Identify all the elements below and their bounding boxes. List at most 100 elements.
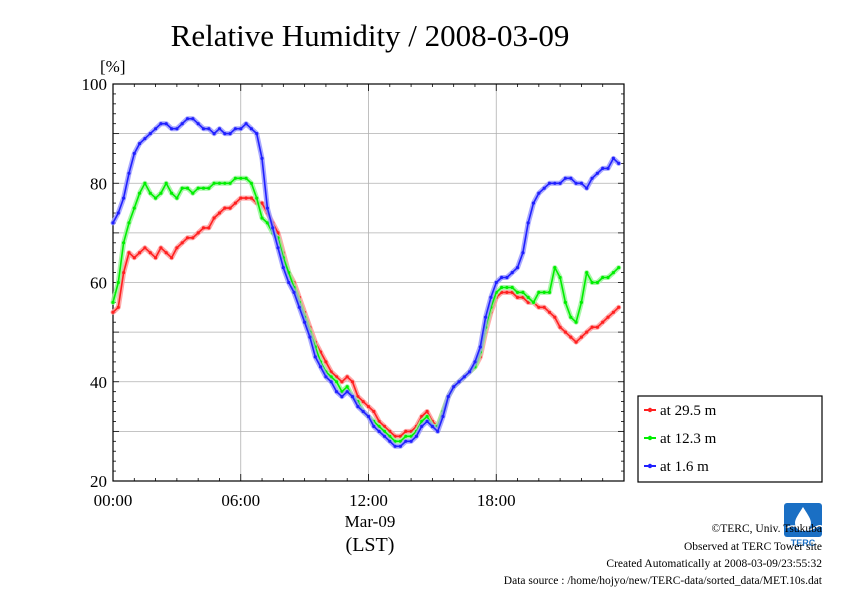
data-point <box>574 181 578 185</box>
legend-item-1: at 12.3 m <box>644 431 717 447</box>
data-point <box>377 419 381 423</box>
data-point <box>340 380 344 384</box>
data-point <box>185 117 190 121</box>
data-point <box>185 236 190 240</box>
data-point <box>127 221 131 225</box>
water-drop-icon <box>795 507 811 531</box>
data-point <box>159 191 163 195</box>
data-point <box>515 266 520 270</box>
data-point <box>393 434 397 438</box>
data-point <box>500 275 504 280</box>
data-point <box>505 275 509 280</box>
data-point <box>574 320 578 324</box>
data-point <box>223 206 227 210</box>
data-point <box>148 191 152 195</box>
data-point <box>425 409 429 414</box>
x-date-label: Mar-09 <box>345 512 396 531</box>
data-point <box>244 176 248 180</box>
data-point <box>404 439 408 443</box>
data-point <box>175 127 179 131</box>
legend-item-2: at 1.6 m <box>644 459 709 475</box>
data-point <box>217 211 222 215</box>
legend-box <box>637 395 823 483</box>
series-halo <box>110 195 622 439</box>
legend-item-0: at 29.5 m <box>644 403 717 419</box>
data-point <box>345 390 349 394</box>
data-point <box>249 181 253 185</box>
data-point <box>281 266 285 270</box>
data-point <box>138 191 142 195</box>
data-point <box>175 196 179 200</box>
x-tick-label: 18:00 <box>477 491 516 510</box>
data-point <box>537 305 541 309</box>
data-point <box>350 395 355 399</box>
source-text: Data source : /home/hojyo/new/TERC-data/… <box>504 575 823 587</box>
data-point <box>558 181 562 185</box>
wave-icon <box>785 524 823 531</box>
data-point <box>409 439 413 443</box>
data-point <box>510 285 514 290</box>
data-point <box>132 151 136 156</box>
data-point <box>340 395 344 399</box>
data-point <box>233 176 237 180</box>
data-point <box>324 360 328 364</box>
data-point <box>547 290 552 294</box>
data-point <box>116 280 120 285</box>
data-point <box>489 295 493 299</box>
data-point <box>531 201 536 205</box>
data-point <box>510 271 514 275</box>
data-point <box>335 375 339 379</box>
data-point <box>595 171 600 175</box>
data-point <box>404 434 408 438</box>
data-point <box>409 434 413 438</box>
data-point <box>601 275 605 280</box>
data-point <box>366 414 371 419</box>
data-point <box>526 295 530 299</box>
data-point <box>111 300 115 304</box>
data-point <box>350 380 355 384</box>
data-point <box>191 191 195 195</box>
data-point <box>617 161 621 165</box>
grid-lines <box>113 84 624 481</box>
data-point <box>377 424 381 428</box>
x-tick-label: 12:00 <box>349 491 388 510</box>
data-point <box>425 414 429 419</box>
data-point <box>201 127 206 131</box>
data-point <box>590 280 594 285</box>
data-point <box>505 285 509 290</box>
x-tick-label: 00:00 <box>94 491 133 510</box>
data-point <box>297 305 301 309</box>
data-point <box>191 236 195 240</box>
data-point <box>606 166 610 170</box>
data-point <box>356 395 360 399</box>
data-point <box>420 424 424 428</box>
y-tick-label: 80 <box>90 174 107 193</box>
data-point <box>500 285 504 290</box>
data-point <box>148 132 152 136</box>
data-point <box>329 380 333 384</box>
data-point <box>574 340 578 344</box>
data-point <box>382 424 387 428</box>
created-text: Created Automatically at 2008-03-09/23:5… <box>606 558 822 570</box>
data-point <box>388 434 392 438</box>
data-point <box>372 424 376 428</box>
y-tick-label: 60 <box>90 274 107 293</box>
legend: at 29.5 m at 12.3 m at 1.6 m <box>637 395 823 483</box>
data-point <box>154 127 158 131</box>
data-point <box>255 196 259 200</box>
data-point <box>569 335 573 339</box>
data-point <box>319 365 323 369</box>
data-point <box>595 325 600 329</box>
data-point <box>212 181 216 185</box>
data-point <box>478 345 482 349</box>
data-point <box>180 122 184 126</box>
data-point <box>521 295 525 299</box>
data-point <box>138 251 142 255</box>
data-point <box>515 290 520 294</box>
data-point <box>212 216 216 220</box>
data-point <box>526 300 530 304</box>
data-point <box>547 181 552 185</box>
data-point <box>563 330 568 334</box>
data-point <box>579 300 584 304</box>
data-point <box>537 290 541 294</box>
